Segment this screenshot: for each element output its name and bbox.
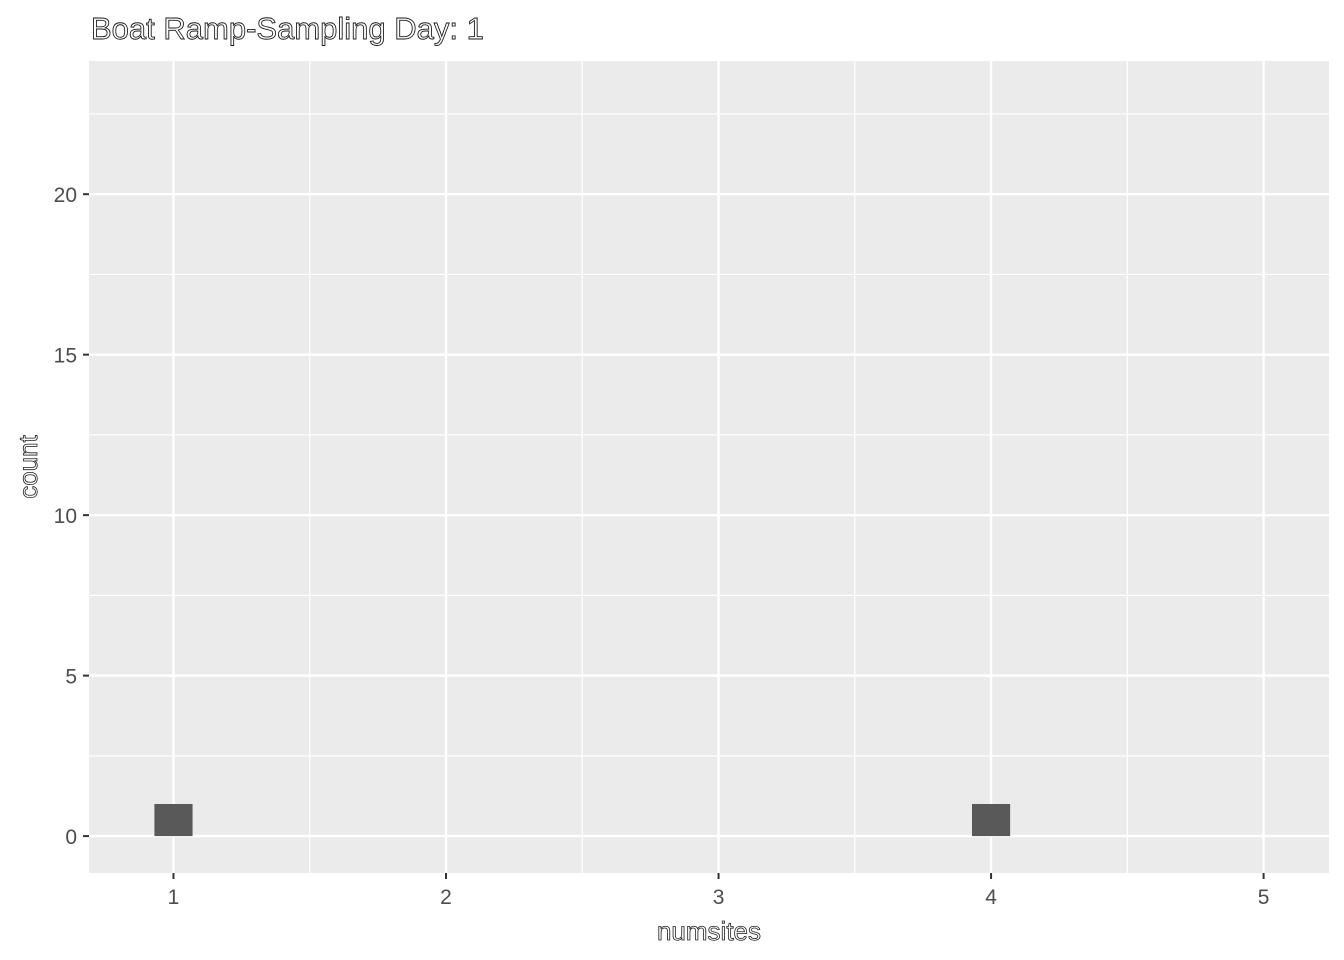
y-axis: 0 5 10 15 20 [54, 184, 89, 849]
y-axis-title: count [13, 434, 43, 498]
y-tick-label: 15 [54, 345, 77, 368]
bar [154, 803, 193, 837]
x-tick-label: 3 [713, 886, 725, 909]
y-tick-label: 10 [54, 505, 77, 528]
x-tick-label: 5 [1258, 886, 1270, 909]
x-tick-label: 2 [440, 886, 452, 909]
bar [971, 803, 1011, 837]
x-axis: 1 2 3 4 5 [168, 873, 1270, 909]
y-tick-label: 5 [65, 666, 77, 689]
major-gridlines [89, 61, 1329, 873]
y-tick-label: 20 [54, 184, 77, 207]
y-tick-label: 0 [65, 826, 77, 849]
chart-title: Boat Ramp-Sampling Day: 1 [91, 11, 484, 46]
plot-panel [89, 61, 1329, 873]
x-axis-title: numsites [657, 916, 761, 946]
bars [154, 803, 1011, 837]
x-tick-label: 4 [985, 886, 997, 909]
x-tick-label: 1 [168, 886, 180, 909]
minor-gridlines [89, 61, 1329, 873]
